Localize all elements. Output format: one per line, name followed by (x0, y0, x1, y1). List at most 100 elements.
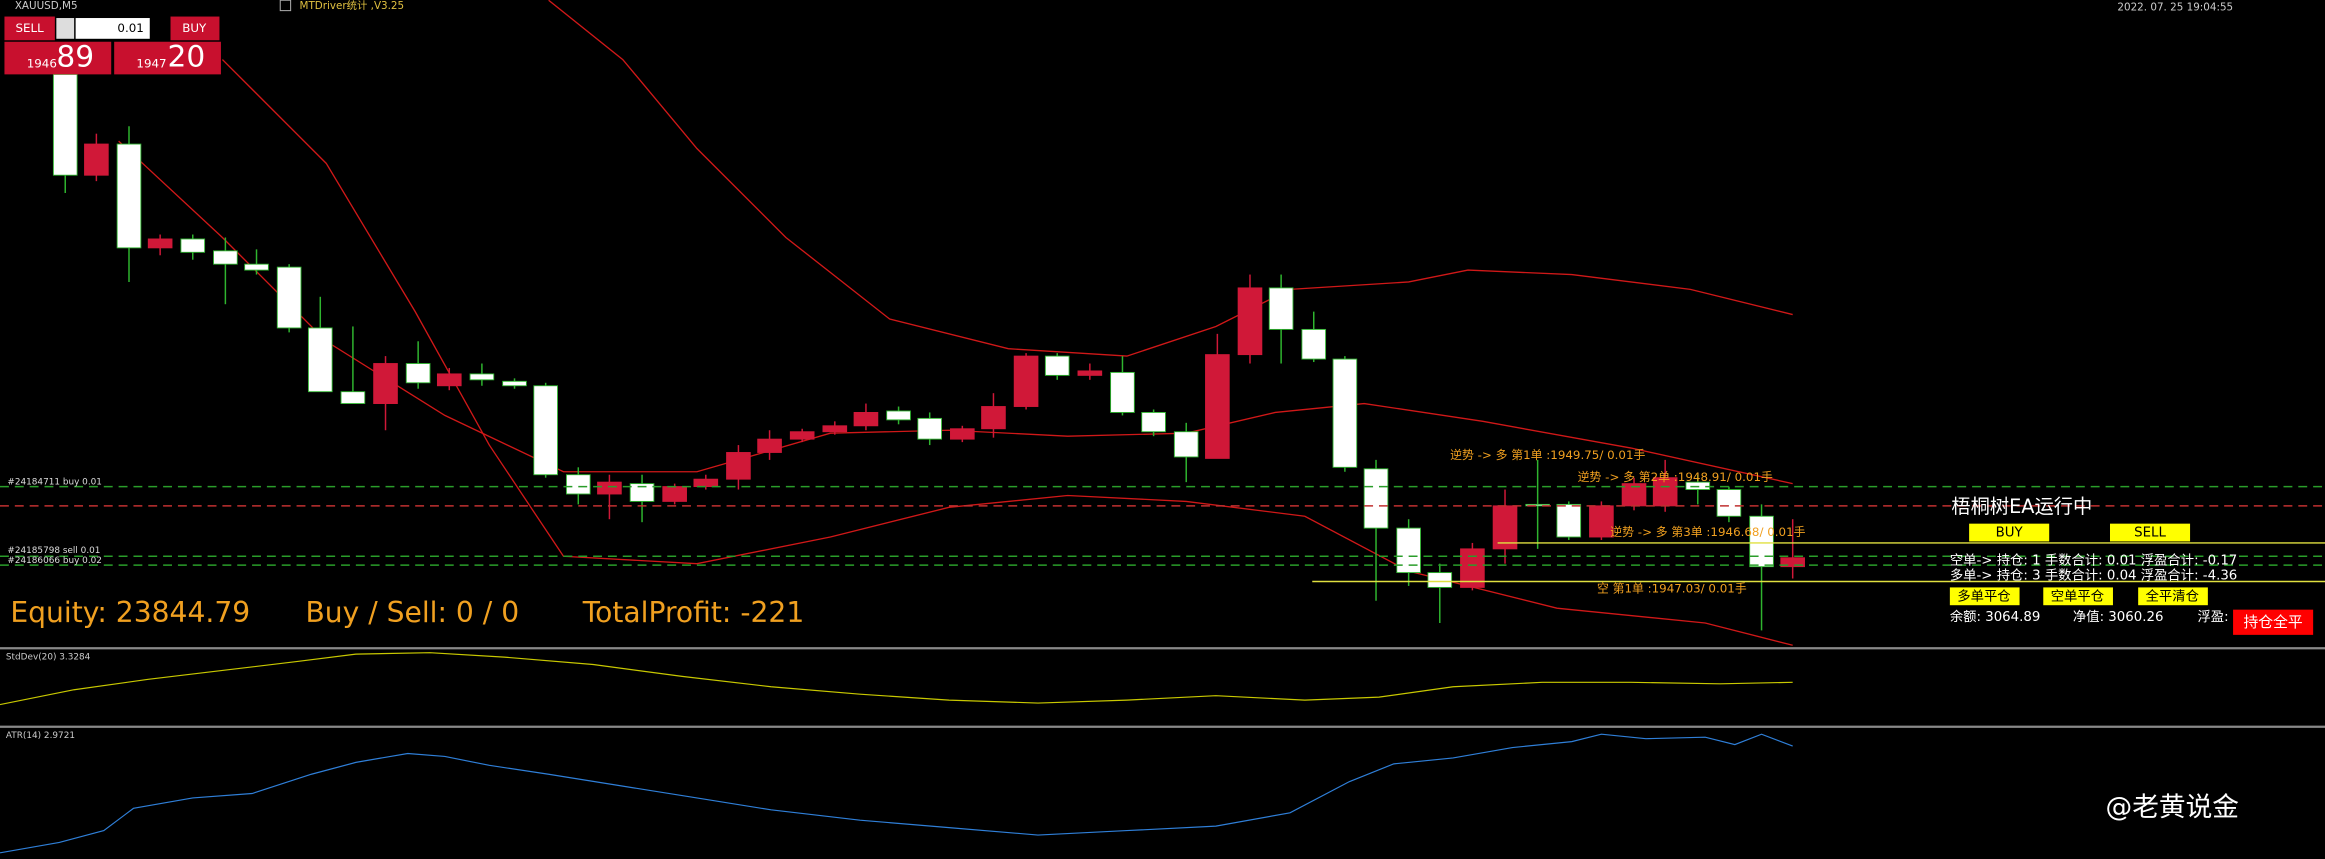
annotation: 逆势 -> 多 第2单 :1948.91/ 0.01手 (1578, 470, 1773, 484)
candle-body (213, 250, 238, 265)
close-positions-label: 持仓全平 (2243, 613, 2302, 631)
candle-body (822, 425, 848, 433)
buy-button[interactable] (170, 16, 220, 41)
candle-body (1205, 354, 1230, 459)
lot-input[interactable] (75, 18, 150, 39)
stddev-label: StdDev(20) 3.3284 (6, 653, 91, 663)
short-summary: 空单-> 持仓: 1 手数合计: 0.01 浮盈合计: -0.17 (1950, 553, 2237, 569)
candle-body (1301, 328, 1327, 360)
close-short-button[interactable] (2043, 587, 2113, 606)
equity: Equity: 23844.79 (10, 596, 250, 629)
close-long-label: 多单平仓 (1957, 587, 2010, 604)
ask-box[interactable] (114, 41, 221, 75)
candle-body (917, 417, 943, 440)
candle-body (1396, 527, 1421, 574)
candle-body (1173, 431, 1199, 458)
close-short-label: 空单平仓 (2051, 588, 2104, 604)
candle-body (52, 73, 78, 176)
candle-body (276, 266, 302, 329)
atr-label: ATR(14) 2.9721 (6, 731, 75, 741)
candle-body (886, 410, 911, 421)
candle-body (405, 363, 431, 384)
candle-body (629, 483, 655, 502)
candle-body (502, 380, 527, 387)
floating-profit: 浮盈: (2197, 609, 2228, 625)
candle-body (1237, 287, 1263, 356)
candle-body (981, 406, 1006, 430)
net-value: 净值: 3060.26 (2073, 609, 2164, 625)
candle-body (693, 478, 719, 488)
annotation: 逆势 -> 多 第3单 :1946.68/ 0.01手 (1610, 525, 1805, 539)
close-long-button[interactable] (1949, 587, 2020, 606)
candle-body (597, 481, 622, 495)
candle-body (1332, 358, 1358, 468)
candle-body (950, 428, 975, 440)
band-line (221, 59, 1793, 646)
annotation: 空 第1单 :1947.03/ 0.01手 (1597, 581, 1747, 595)
candle-body (1749, 515, 1774, 568)
total-profit: TotalProfit: -221 (582, 596, 805, 629)
candle-body (533, 385, 558, 476)
candle-body (340, 391, 366, 404)
candle-body (853, 412, 879, 427)
annotation: 逆势 -> 多 第1单 :1949.75/ 0.01手 (1450, 448, 1645, 462)
candle-body (244, 263, 269, 271)
ea-sell-button[interactable] (2109, 523, 2191, 542)
close-all-label: 全平清仓 (2146, 587, 2199, 604)
buy-sell: Buy / Sell: 0 / 0 (305, 596, 519, 629)
candle-body (565, 474, 591, 495)
candle-body (307, 327, 333, 393)
candle-body (1044, 355, 1070, 376)
band-line (118, 140, 1793, 485)
ea-sell-label: SELL (2134, 526, 2166, 541)
order-label: #24186066 buy 0.02 (7, 556, 102, 566)
candle-body (436, 373, 462, 387)
candle-body (1110, 371, 1135, 413)
balance: 余额: 3064.89 (1950, 608, 2041, 625)
candle-body (147, 238, 173, 249)
ea-buy-button[interactable] (1969, 523, 2050, 542)
candle-body (1556, 503, 1582, 538)
close-positions-button[interactable] (2233, 609, 2314, 635)
datetime: 2022. 07. 25 19:04:55 (2117, 2, 2233, 14)
candle-body (469, 373, 495, 381)
buy-label: BUY (182, 21, 207, 35)
price-chart (52, 0, 1805, 646)
candle-body (1013, 355, 1039, 407)
candle-body (1427, 572, 1453, 588)
candle-body (789, 431, 815, 440)
candle-body (1077, 370, 1103, 376)
ea-title: 梧桐树EA运行中 (1951, 495, 2092, 518)
sell-button[interactable] (4, 16, 55, 41)
candle-body (757, 438, 782, 453)
bid-small: 89 (56, 39, 94, 74)
ask-big: 1947 (136, 56, 166, 70)
band-line (548, 0, 1793, 357)
candle-body (726, 452, 751, 480)
lot-dropdown[interactable] (56, 18, 75, 39)
bid-big: 1946 (27, 56, 57, 70)
atr-line (0, 733, 1793, 854)
candle-body (1780, 557, 1805, 568)
candle-body (1363, 468, 1389, 529)
candle-body (1268, 287, 1294, 330)
candle-body (662, 486, 687, 502)
close-all-button[interactable] (2138, 587, 2208, 606)
sell-label: SELL (16, 21, 45, 35)
candle-body (116, 143, 142, 249)
candle-body (1141, 412, 1166, 433)
bid-box[interactable] (4, 41, 112, 75)
watermark: @老黄说金 (2106, 792, 2239, 823)
candle-body (84, 143, 109, 176)
stddev-line (0, 652, 1793, 706)
long-summary: 多单-> 持仓: 3 手数合计: 0.04 浮盈合计: -4.36 (1950, 567, 2237, 584)
ea-buy-label: BUY (1996, 526, 2024, 541)
order-label: #24185798 sell 0.01 (7, 546, 100, 556)
expand-icon[interactable] (279, 0, 292, 12)
candle-body (373, 363, 398, 404)
order-label: #24184711 buy 0.01 (7, 478, 102, 488)
candle-body (1716, 489, 1742, 517)
lot-value: 0.01 (117, 21, 143, 35)
